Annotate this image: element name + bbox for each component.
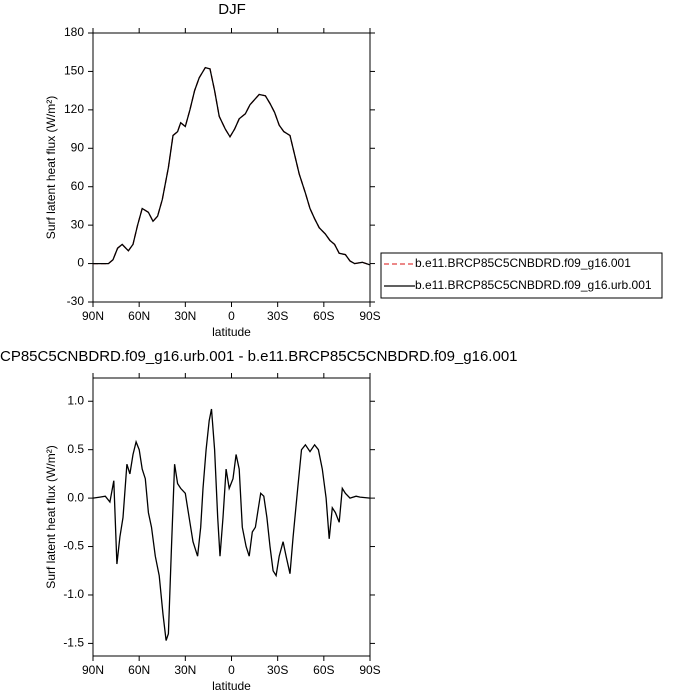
x-tick-label: 90N — [82, 663, 104, 677]
y-tick-label: -0.5 — [63, 539, 84, 553]
legend-label: b.e11.BRCP85C5CNBDRD.f09_g16.urb.001 — [415, 278, 652, 292]
y-tick-label: 0 — [77, 256, 84, 270]
y-axis-label: Surf latent heat flux (W/m²) — [44, 96, 58, 239]
y-tick-label: 120 — [64, 102, 84, 116]
chart-title: CP85C5CNBDRD.f09_g16.urb.001 - b.e11.BRC… — [0, 348, 518, 365]
y-tick-label: 1.0 — [67, 393, 84, 407]
legend-box — [380, 252, 663, 299]
y-axis-label: Surf latent heat flux (W/m²) — [44, 445, 58, 588]
y-tick-label: 150 — [64, 64, 84, 78]
x-tick-label: 30S — [267, 309, 288, 323]
y-tick-label: 90 — [71, 140, 85, 154]
y-tick-label: 0.5 — [67, 442, 84, 456]
y-tick-label: 0.0 — [67, 490, 84, 504]
x-tick-label: 0 — [228, 309, 235, 323]
y-tick-label: -30 — [67, 294, 85, 308]
legend-label: b.e11.BRCP85C5CNBDRD.f09_g16.001 — [415, 256, 631, 270]
plot-frame — [92, 377, 371, 657]
y-tick-label: 180 — [64, 25, 84, 39]
x-tick-label: 30N — [174, 663, 196, 677]
x-tick-label: 60S — [313, 309, 334, 323]
y-tick-label: 30 — [71, 217, 85, 231]
y-tick-label: 60 — [71, 179, 85, 193]
data-line — [92, 408, 371, 641]
y-tick-label: -1.5 — [63, 636, 84, 650]
x-axis-label: latitude — [212, 679, 251, 693]
x-tick-label: 30S — [267, 663, 288, 677]
x-tick-label: 90N — [82, 309, 104, 323]
x-tick-label: 0 — [228, 663, 235, 677]
x-tick-label: 60N — [128, 663, 150, 677]
x-tick-label: 90S — [359, 309, 380, 323]
data-line — [93, 66, 371, 266]
chart-title: DJF — [218, 1, 246, 18]
x-tick-label: 30N — [174, 309, 196, 323]
plot-frame — [92, 32, 371, 303]
x-tick-label: 60N — [128, 309, 150, 323]
x-tick-label: 90S — [359, 663, 380, 677]
y-tick-label: -1.0 — [63, 587, 84, 601]
x-tick-label: 60S — [313, 663, 334, 677]
x-axis-label: latitude — [212, 325, 251, 339]
